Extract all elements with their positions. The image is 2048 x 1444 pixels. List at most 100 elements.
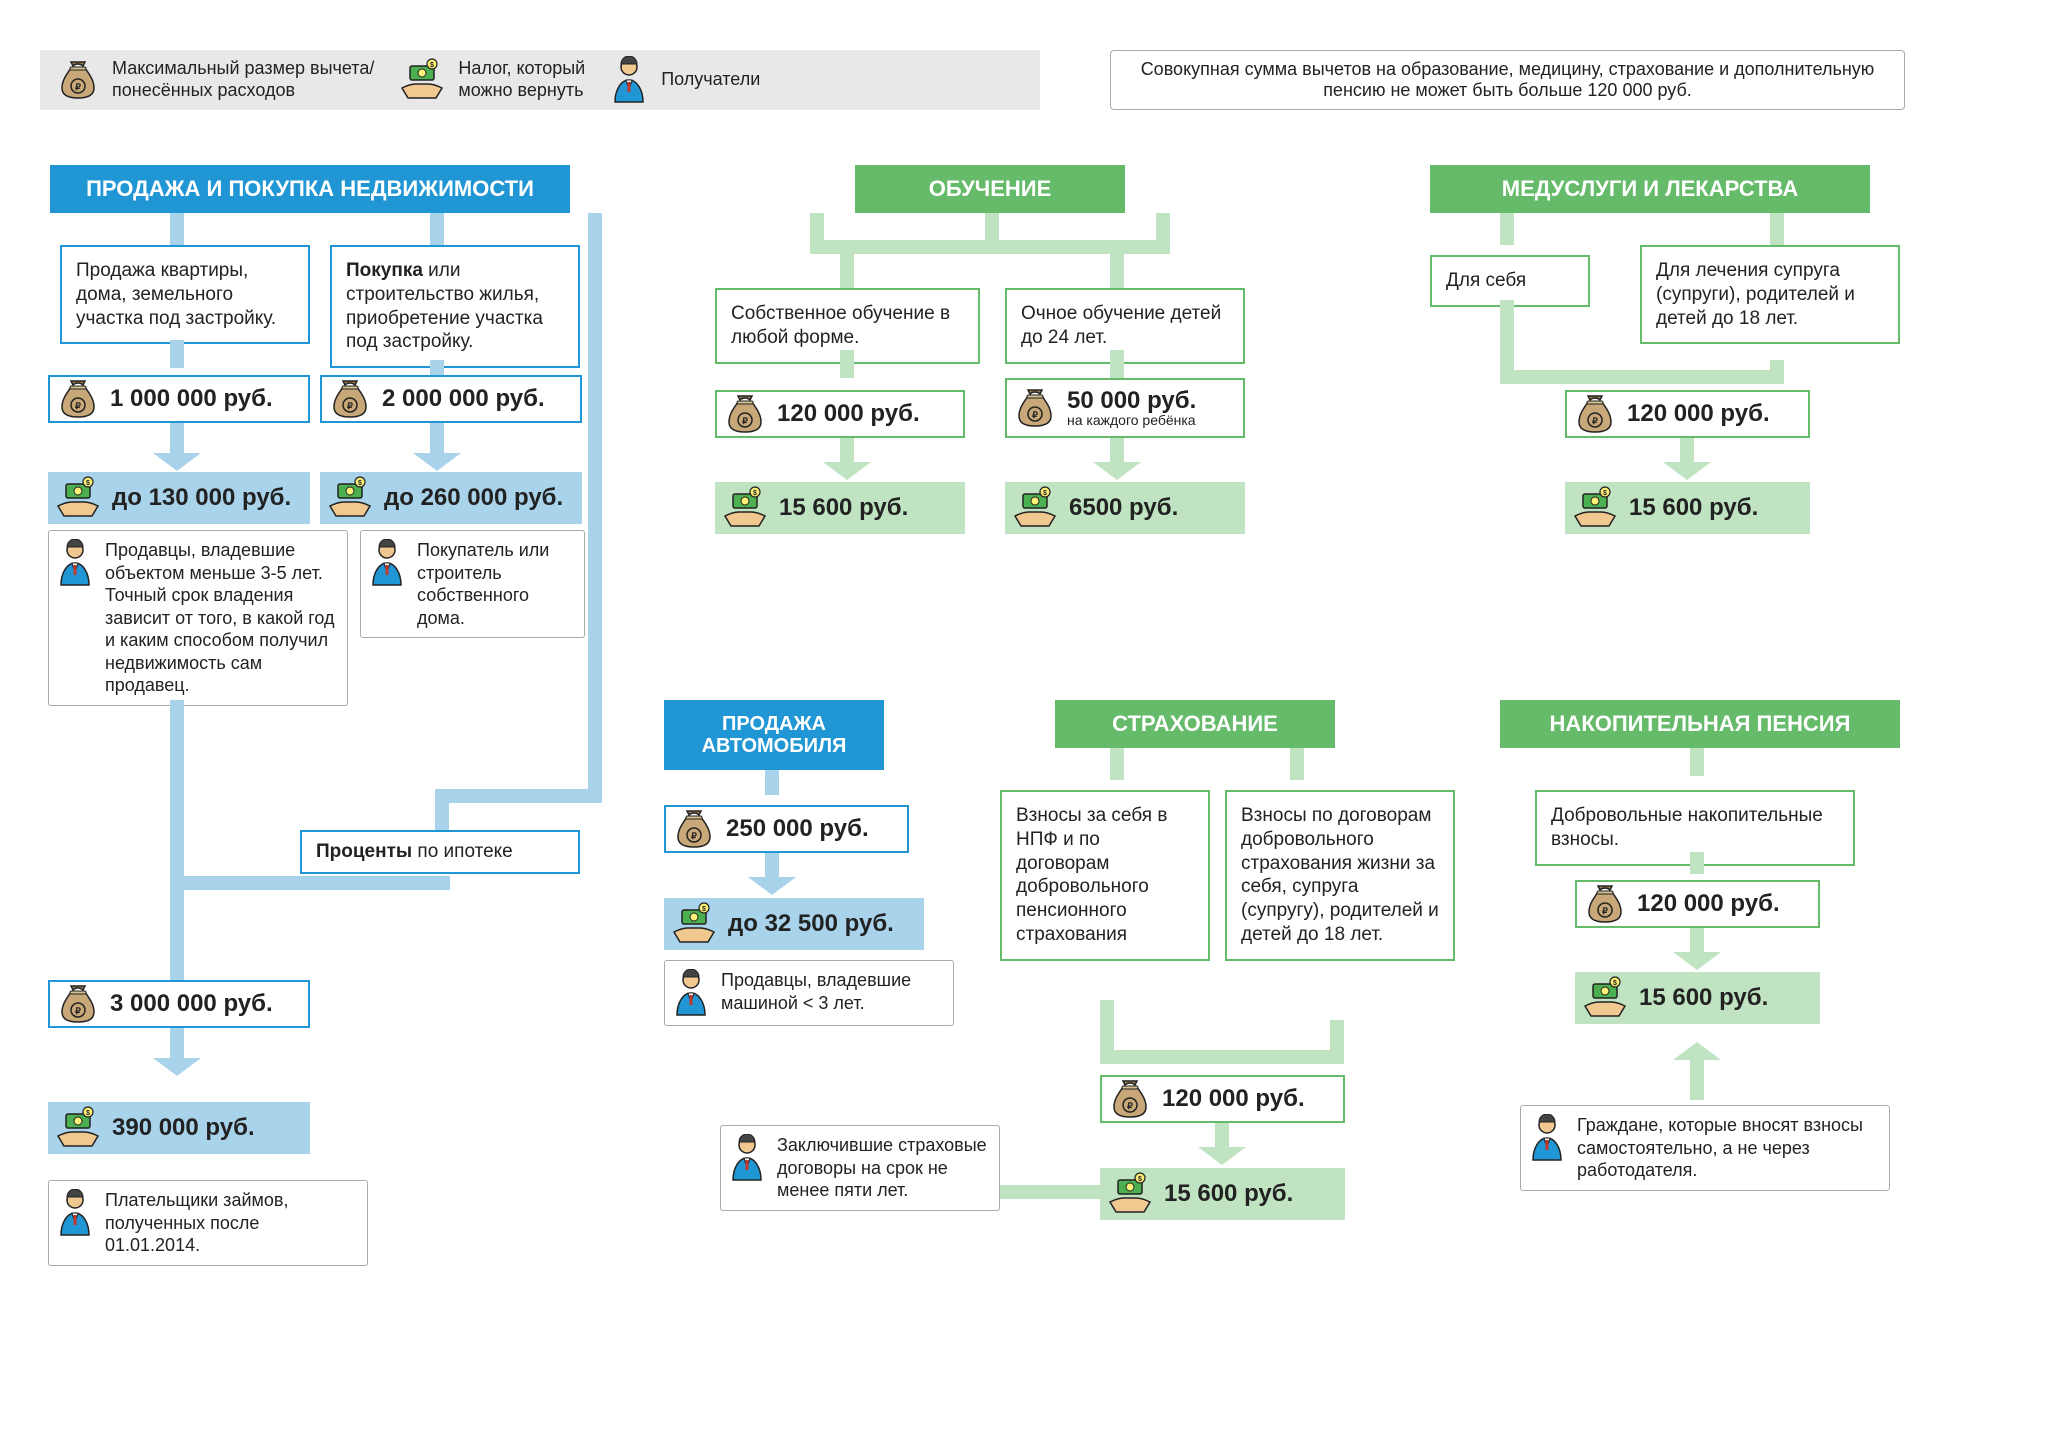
arrow-icon <box>413 453 461 471</box>
conn <box>1110 748 1124 780</box>
realestate-sell-refund: до 130 000 руб. <box>48 472 310 524</box>
header-car-text: ПРОДАЖА АВТОМОБИЛЯ <box>702 713 847 757</box>
header-education-text: ОБУЧЕНИЕ <box>929 176 1052 202</box>
arrow-icon <box>153 1058 201 1076</box>
conn <box>1770 213 1784 245</box>
legend-rec-text: Получатели <box>661 69 760 91</box>
conn <box>765 770 779 795</box>
car-max: 250 000 руб. <box>664 805 909 853</box>
car-rec: Продавцы, владевшие машиной < 3 лет. <box>664 960 954 1026</box>
conn <box>588 213 602 803</box>
arrow-icon <box>823 462 871 480</box>
conn <box>1690 852 1704 874</box>
legend-max-text: Максимальный размер вычета/ понесённых р… <box>112 58 374 101</box>
mortgage-max: 3 000 000 руб. <box>48 980 310 1028</box>
pension-max: 120 000 руб. <box>1575 880 1820 928</box>
edu-child-max: 50 000 руб.на каждого ребёнка <box>1005 378 1245 438</box>
conn <box>840 438 854 462</box>
money-bag-icon <box>723 392 767 436</box>
person-icon <box>1527 1114 1567 1162</box>
ins-max: 120 000 руб. <box>1100 1075 1345 1123</box>
realestate-sell-max: 1 000 000 руб. <box>48 375 310 423</box>
pension-rec: Граждане, которые вносят взносы самостоя… <box>1520 1105 1890 1191</box>
conn <box>1110 253 1124 288</box>
arrow-icon <box>1093 462 1141 480</box>
conn <box>1690 928 1704 952</box>
ins-refund: 15 600 руб. <box>1100 1168 1345 1220</box>
edu-self-refund: 15 600 руб. <box>715 482 965 534</box>
money-bag-icon <box>328 377 372 421</box>
arrow-icon <box>1663 462 1711 480</box>
conn <box>1500 213 1514 245</box>
conn <box>1000 1185 1100 1199</box>
hands-money-icon <box>54 476 102 520</box>
conn <box>985 213 999 240</box>
conn <box>430 423 444 453</box>
conn <box>840 253 854 288</box>
conn <box>1156 213 1170 253</box>
hands-money-icon <box>1581 976 1629 1020</box>
arrow-icon <box>1673 1042 1721 1060</box>
realestate-buy-rec: Покупатель или строитель собственного до… <box>360 530 585 638</box>
money-bag-icon <box>1013 386 1057 430</box>
edu-child-refund: 6500 руб. <box>1005 482 1245 534</box>
legend-rec: Получатели <box>609 56 760 104</box>
person-icon <box>55 1189 95 1237</box>
conn <box>1500 370 1784 384</box>
conn <box>765 853 779 877</box>
hands-money-icon <box>326 476 374 520</box>
conn <box>1690 1060 1704 1100</box>
mortgage-desc: Проценты по ипотеке <box>300 830 580 874</box>
legend-max: Максимальный размер вычета/ понесённых р… <box>56 58 374 102</box>
person-icon <box>367 539 407 587</box>
med-max: 120 000 руб. <box>1565 390 1810 438</box>
header-pension-text: НАКОПИТЕЛЬНАЯ ПЕНСИЯ <box>1550 711 1851 737</box>
ins-rec: Заключившие страховые договоры на срок н… <box>720 1125 1000 1211</box>
conn <box>1110 438 1124 462</box>
person-icon <box>609 56 649 104</box>
arrow-icon <box>748 877 796 895</box>
mortgage-rec: Плательщики займов, полученных после 01.… <box>48 1180 368 1266</box>
hands-money-icon <box>398 58 446 102</box>
car-refund: до 32 500 руб. <box>664 898 924 950</box>
header-realestate-text: ПРОДАЖА И ПОКУПКА НЕДВИЖИМОСТИ <box>86 176 534 202</box>
conn <box>1690 748 1704 776</box>
conn <box>170 1028 184 1058</box>
header-realestate: ПРОДАЖА И ПОКУПКА НЕДВИЖИМОСТИ <box>50 165 570 213</box>
person-icon <box>671 969 711 1017</box>
med-self-desc: Для себя <box>1430 255 1590 307</box>
conn <box>810 240 1170 254</box>
hands-money-icon <box>1011 486 1059 530</box>
money-bag-icon <box>1108 1077 1152 1121</box>
ins-npf-desc: Взносы за себя в НПФ и по договорам добр… <box>1000 790 1210 961</box>
arrow-icon <box>1198 1147 1246 1165</box>
hands-money-icon <box>670 902 718 946</box>
mortgage-refund: 390 000 руб. <box>48 1102 310 1154</box>
money-bag-icon <box>1583 882 1627 926</box>
hands-money-icon <box>721 486 769 530</box>
realestate-buy-refund: до 260 000 руб. <box>320 472 582 524</box>
edu-self-max: 120 000 руб. <box>715 390 965 438</box>
money-bag-icon <box>672 807 716 851</box>
person-icon <box>727 1134 767 1182</box>
conn <box>1100 1050 1344 1064</box>
legend-tax: Налог, который можно вернуть <box>398 58 585 102</box>
conn <box>1215 1123 1229 1147</box>
hands-money-icon <box>1571 486 1619 530</box>
arrow-icon <box>153 453 201 471</box>
money-bag-icon <box>56 982 100 1026</box>
header-insurance-text: СТРАХОВАНИЕ <box>1112 711 1278 737</box>
legend-bar: Максимальный размер вычета/ понесённых р… <box>40 50 1040 110</box>
header-car: ПРОДАЖА АВТОМОБИЛЯ <box>664 700 884 770</box>
person-icon <box>55 539 95 587</box>
header-education: ОБУЧЕНИЕ <box>855 165 1125 213</box>
hands-money-icon <box>54 1106 102 1150</box>
conn <box>170 700 184 980</box>
edu-child-desc: Очное обучение детей до 24 лет. <box>1005 288 1245 364</box>
conn <box>1110 350 1124 378</box>
realestate-buy-max: 2 000 000 руб. <box>320 375 582 423</box>
conn <box>1680 438 1694 462</box>
conn <box>435 789 602 803</box>
conn <box>1500 300 1514 380</box>
conn <box>1290 748 1304 780</box>
